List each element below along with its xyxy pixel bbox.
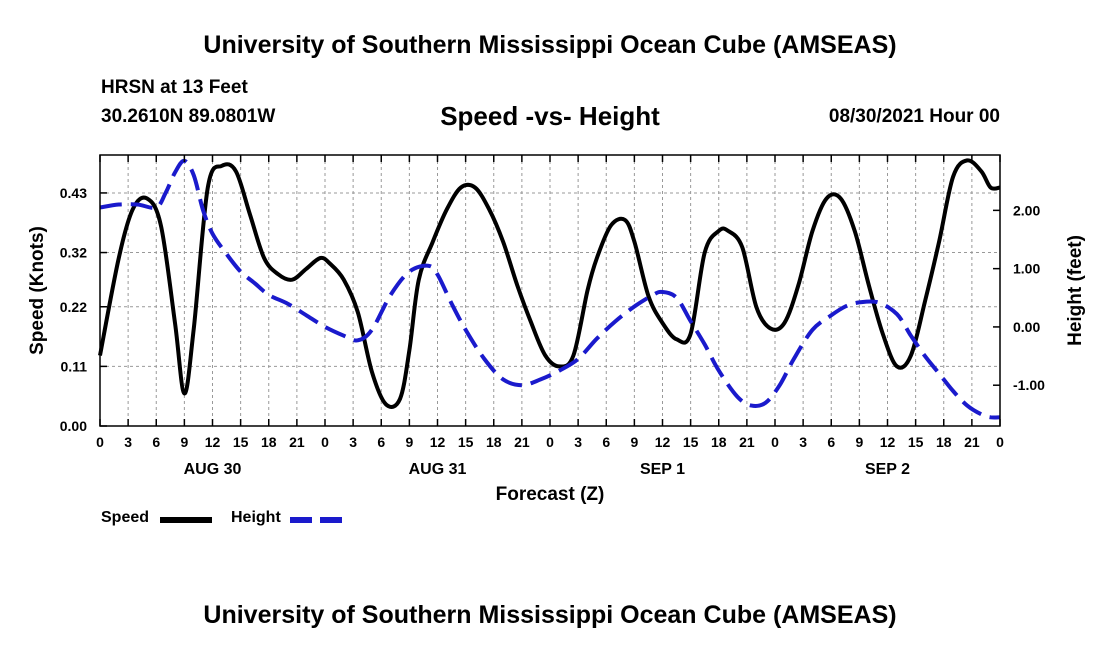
x-tick-label: 6 — [377, 434, 385, 450]
x-tick-label: 18 — [486, 434, 502, 450]
x-tick-label: 3 — [574, 434, 582, 450]
x-tick-label: 21 — [289, 434, 305, 450]
day-label: SEP 1 — [640, 461, 685, 478]
x-tick-label: 12 — [430, 434, 446, 450]
station-label: HRSN at 13 Feet — [101, 77, 248, 98]
day-label: SEP 2 — [865, 461, 910, 478]
speed-series-line — [98, 158, 1001, 409]
y-tick-label-left: 0.32 — [60, 245, 87, 261]
x-tick-label: 0 — [996, 434, 1004, 450]
x-tick-label: 9 — [180, 434, 188, 450]
x-tick-label: 6 — [152, 434, 160, 450]
x-tick-label: 18 — [936, 434, 952, 450]
x-tick-label: 9 — [855, 434, 863, 450]
y-tick-label-left: 0.22 — [60, 299, 87, 315]
legend-speed-swatch — [160, 517, 212, 523]
y-tick-label-right: 1.00 — [1013, 261, 1040, 277]
y-tick-label-right: 2.00 — [1013, 202, 1040, 218]
x-tick-label: 0 — [321, 434, 329, 450]
x-tick-label: 0 — [96, 434, 104, 450]
x-tick-label: 12 — [205, 434, 221, 450]
x-tick-label: 15 — [233, 434, 249, 450]
y-tick-label-left: 0.00 — [60, 418, 87, 434]
y-tick-label-right: -1.00 — [1013, 377, 1045, 393]
y-tick-label-right: 0.00 — [1013, 319, 1040, 335]
footer-title: University of Southern Mississippi Ocean… — [203, 601, 897, 629]
x-tick-label: 15 — [458, 434, 474, 450]
x-tick-label: 21 — [739, 434, 755, 450]
x-tick-label: 3 — [799, 434, 807, 450]
legend-height-swatch — [290, 517, 342, 523]
height-series-line — [99, 158, 1001, 420]
x-tick-label: 15 — [683, 434, 699, 450]
page-title: University of Southern Mississippi Ocean… — [203, 31, 897, 59]
x-tick-label: 3 — [124, 434, 132, 450]
chart-title: Speed -vs- Height — [440, 101, 660, 131]
day-label: AUG 30 — [184, 461, 242, 478]
x-tick-label: 6 — [602, 434, 610, 450]
forecast-date: 08/30/2021 Hour 00 — [828, 106, 1000, 127]
x-tick-label: 21 — [964, 434, 980, 450]
legend-speed-label: Speed — [101, 509, 150, 526]
y-axis-label-right: Height (feet) — [1065, 235, 1086, 346]
station-coordinates: 30.2610N 89.0801W — [101, 106, 276, 127]
x-tick-label: 6 — [827, 434, 835, 450]
x-tick-label: 3 — [349, 434, 357, 450]
x-tick-label: 0 — [771, 434, 779, 450]
axes: 0 3 6 9 12 15 18 21 0 3 6 9 12 15 18 21 0 3 6 9 12 15 18 21 0 3 6 9… — [60, 155, 1045, 478]
x-tick-label: 12 — [880, 434, 896, 450]
grid — [100, 155, 1000, 426]
y-axis-label-left: Speed (Knots) — [27, 226, 48, 355]
x-tick-label: 9 — [630, 434, 638, 450]
x-tick-label: 9 — [405, 434, 413, 450]
day-label: AUG 31 — [409, 461, 467, 478]
x-tick-label: 15 — [908, 434, 924, 450]
legend-height-label: Height — [231, 509, 281, 526]
x-tick-label: 18 — [261, 434, 277, 450]
x-axis-label: Forecast (Z) — [496, 484, 605, 505]
series-layer — [98, 158, 1001, 420]
y-tick-label-left: 0.43 — [60, 185, 87, 201]
y-tick-label-left: 0.11 — [61, 358, 88, 374]
x-tick-label: 0 — [546, 434, 554, 450]
x-tick-label: 21 — [514, 434, 530, 450]
x-tick-label: 18 — [711, 434, 727, 450]
x-tick-label: 12 — [655, 434, 671, 450]
